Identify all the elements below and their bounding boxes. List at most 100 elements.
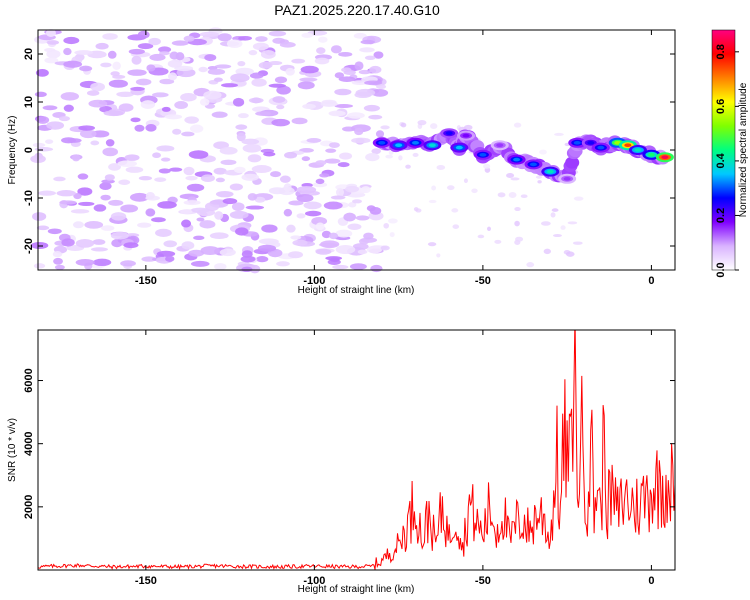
noise-blob <box>188 249 205 257</box>
noise-blob <box>154 177 167 182</box>
noise-blob <box>172 128 182 135</box>
noise-blob <box>78 125 96 131</box>
noise-blob <box>366 245 383 254</box>
signal-point <box>411 141 419 145</box>
signal-point <box>428 143 436 147</box>
snr-x-axis-label: Height of straight line (km) <box>298 584 415 595</box>
noise-blob <box>169 51 179 60</box>
noise-blob <box>366 205 376 212</box>
noise-blob <box>247 193 258 201</box>
noise-blob <box>380 245 390 251</box>
noise-blob <box>249 72 264 79</box>
noise-blob <box>200 246 220 255</box>
noise-blob <box>70 209 90 214</box>
noise-blob <box>363 232 374 240</box>
noise-blob <box>515 236 524 242</box>
noise-blob <box>222 198 238 205</box>
noise-blob <box>157 201 177 209</box>
noise-blob <box>36 225 50 231</box>
noise-blob <box>276 104 285 110</box>
noise-blob <box>146 64 156 72</box>
noise-blob <box>71 154 81 162</box>
noise-blob <box>389 232 395 238</box>
noise-blob <box>371 148 382 155</box>
noise-blob <box>207 68 226 75</box>
noise-blob <box>430 123 438 129</box>
noise-blob <box>235 124 248 130</box>
noise-blob <box>551 208 559 212</box>
noise-blob <box>497 192 506 198</box>
noise-blob <box>268 83 286 88</box>
noise-blob <box>140 100 156 109</box>
noise-blob <box>334 88 352 96</box>
noise-blob <box>330 45 342 54</box>
noise-blob <box>63 47 72 56</box>
noise-blob <box>86 90 100 96</box>
noise-blob <box>258 61 273 69</box>
noise-blob <box>364 80 383 86</box>
noise-blob <box>355 88 376 97</box>
noise-blob <box>45 139 54 144</box>
spectrogram-y-tick-label: -10 <box>23 190 35 206</box>
noise-blob <box>171 40 189 46</box>
noise-blob <box>413 207 419 212</box>
noise-blob <box>514 220 520 227</box>
noise-blob <box>483 163 491 169</box>
noise-blob <box>320 101 338 107</box>
spectrogram-x-tick-label: -100 <box>303 275 325 287</box>
noise-blob <box>159 51 170 56</box>
noise-blob <box>279 41 296 48</box>
noise-blob <box>329 257 340 263</box>
noise-blob <box>52 251 63 258</box>
noise-blob <box>60 92 80 101</box>
noise-blob <box>229 210 249 219</box>
noise-blob <box>211 111 228 118</box>
noise-blob <box>276 261 290 267</box>
noise-blob <box>90 82 105 92</box>
noise-blob <box>286 224 296 233</box>
noise-blob <box>93 204 107 212</box>
noise-blob <box>560 225 566 230</box>
noise-blob <box>283 208 293 217</box>
noise-blob <box>108 79 128 88</box>
noise-blob <box>46 121 65 130</box>
noise-blob <box>95 42 109 50</box>
noise-blob <box>128 48 145 55</box>
noise-blob <box>354 127 364 136</box>
noise-blob <box>554 132 564 136</box>
noise-blob <box>318 36 328 43</box>
noise-blob <box>400 122 407 128</box>
noise-blob <box>427 242 437 247</box>
noise-blob <box>74 50 94 55</box>
noise-blob <box>248 50 258 56</box>
noise-blob <box>117 160 137 167</box>
noise-blob <box>103 110 124 117</box>
noise-blob <box>428 199 437 204</box>
noise-blob <box>59 200 77 205</box>
noise-blob <box>241 266 253 273</box>
snr-y-tick-label: 6000 <box>23 368 35 392</box>
noise-blob <box>181 219 192 228</box>
noise-blob <box>257 244 277 252</box>
noise-blob <box>251 78 267 87</box>
noise-blob <box>102 147 119 157</box>
noise-blob <box>572 241 583 245</box>
snr-series-line <box>38 330 675 570</box>
noise-blob <box>127 69 147 76</box>
noise-blob <box>270 171 282 178</box>
noise-blob <box>296 185 317 194</box>
noise-blob <box>271 118 290 127</box>
noise-blob <box>263 151 276 157</box>
noise-blob <box>290 235 302 240</box>
noise-blob <box>260 50 276 59</box>
noise-blob <box>79 129 97 139</box>
noise-blob <box>196 217 205 222</box>
colorbar-tick-label: 0.2 <box>715 208 727 223</box>
noise-blob <box>46 40 60 45</box>
noise-blob <box>284 151 298 159</box>
noise-blob <box>90 140 100 146</box>
noise-blob <box>412 152 419 158</box>
noise-blob <box>116 91 135 97</box>
noise-blob <box>238 35 252 41</box>
noise-blob <box>357 249 368 255</box>
